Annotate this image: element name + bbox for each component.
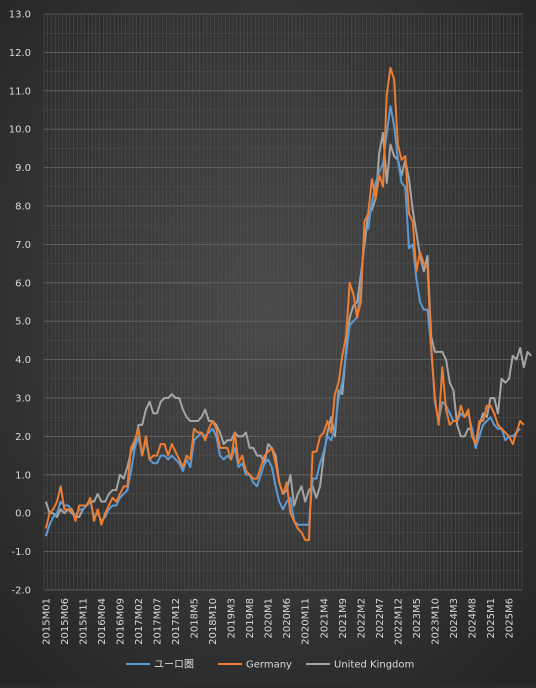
x-tick-label: 2016M04 — [97, 598, 108, 645]
y-tick-label: 13.0 — [9, 10, 31, 21]
y-tick-label: 12.0 — [9, 48, 31, 59]
y-tick-label: 7.0 — [15, 240, 31, 251]
x-axis: 2015M01 2015M06 2015M11 2016M04 2016M09 2017M… — [41, 598, 515, 645]
x-tick-label: 2023M5 — [412, 598, 423, 638]
series-line-0 — [44, 105, 521, 537]
y-tick-label: 8.0 — [15, 202, 31, 213]
x-tick-label: 2017M07 — [153, 598, 164, 645]
x-tick-label: 2015M11 — [78, 598, 89, 645]
legend-label: ユーロ圏 — [154, 659, 194, 671]
series-lines — [44, 66, 532, 542]
x-tick-label: 2016M09 — [115, 598, 126, 645]
grid — [43, 13, 523, 591]
x-tick-label: 2021M4 — [319, 598, 330, 638]
y-tick-label: 6.0 — [15, 278, 31, 289]
y-tick-label: 2.0 — [15, 432, 31, 443]
y-tick-label: 9.0 — [15, 163, 31, 174]
x-tick-label: 2018M10 — [208, 598, 219, 645]
x-tick-label: 2015M06 — [60, 598, 71, 645]
x-tick-label: 2022M7 — [375, 598, 386, 638]
legend: ユーロ圏 Germany United Kingdom — [126, 659, 414, 671]
series-line-1 — [44, 66, 525, 542]
y-tick-label: 4.0 — [15, 355, 31, 366]
y-tick-label: -1.0 — [11, 547, 31, 558]
x-tick-label: 2019M8 — [245, 598, 256, 638]
y-tick-label: 3.0 — [15, 394, 31, 405]
y-tick-label: -2.0 — [11, 586, 31, 597]
x-tick-label: 2024M8 — [467, 598, 478, 638]
x-tick-label: 2017M12 — [171, 598, 182, 645]
x-tick-label: 2022M2 — [356, 598, 367, 638]
x-tick-label: 2025M6 — [505, 598, 516, 638]
x-tick-label: 2020M1 — [264, 598, 275, 638]
x-tick-label: 2022M12 — [393, 598, 404, 645]
y-tick-label: 11.0 — [9, 86, 31, 97]
y-tick-label: 10.0 — [9, 125, 31, 136]
x-tick-label: 2024M3 — [449, 598, 460, 638]
x-tick-label: 2017M02 — [134, 598, 145, 645]
x-tick-label: 2015M01 — [41, 598, 52, 645]
x-tick-label: 2025M1 — [486, 598, 497, 638]
y-axis: -2.0 -1.0 0.0 1.0 2.0 3.0 4.0 5.0 6.0 7.0 8.0 9.0 10… — [9, 10, 31, 597]
x-tick-label: 2023M10 — [430, 598, 441, 645]
x-tick-label: 2020M11 — [301, 598, 312, 645]
x-tick-label: 2021M9 — [338, 598, 349, 638]
y-tick-label: 5.0 — [15, 317, 31, 328]
y-tick-label: 1.0 — [15, 470, 31, 481]
x-tick-label: 2020M6 — [282, 598, 293, 638]
x-tick-label: 2019M3 — [227, 598, 238, 638]
legend-label: Germany — [246, 660, 292, 671]
series-line-2 — [44, 132, 532, 519]
x-tick-label: 2018M5 — [190, 598, 201, 638]
y-tick-label: 0.0 — [15, 509, 31, 520]
legend-label: United Kingdom — [334, 660, 414, 671]
